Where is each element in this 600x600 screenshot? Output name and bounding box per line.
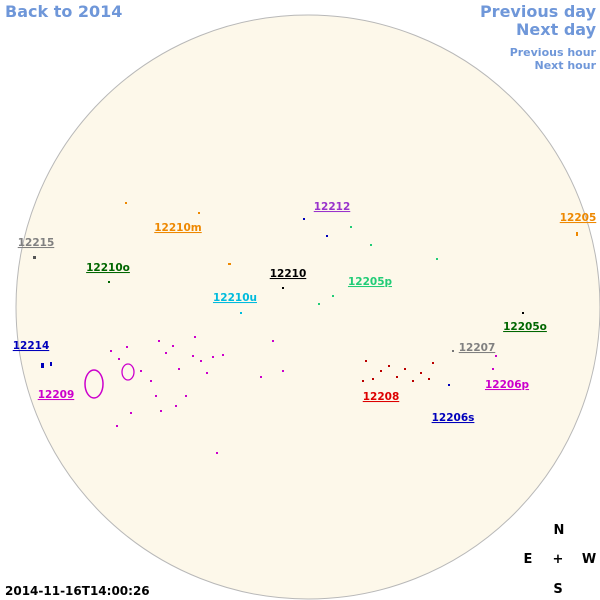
timestamp: 2014-11-16T14:00:26	[5, 584, 150, 598]
compass-west: W	[582, 552, 596, 567]
sunspot	[84, 369, 104, 399]
region-label: 12207	[459, 342, 496, 354]
region-label: 12206s	[432, 412, 475, 424]
next-day-link[interactable]: Next day	[516, 20, 597, 39]
region-label: 12205p	[348, 276, 393, 288]
region-label: 12205	[560, 212, 597, 224]
region-label: 12206p	[485, 379, 530, 391]
region-label: 12210	[270, 268, 307, 280]
solar-disk	[15, 14, 600, 600]
previous-hour-link[interactable]: Previous hour	[510, 46, 597, 59]
back-year-link[interactable]: Back to 2014	[5, 2, 122, 21]
region-label: 12208	[363, 391, 400, 403]
sunspot-group	[110, 336, 497, 454]
sunspot-group	[362, 360, 434, 382]
compass-center: +	[553, 552, 564, 567]
compass-east: E	[524, 552, 533, 567]
compass-south: S	[553, 582, 562, 597]
region-label: 12215	[18, 237, 55, 249]
region-label: 12210u	[213, 292, 257, 304]
region-label: 12212	[314, 201, 351, 213]
previous-day-link[interactable]: Previous day	[480, 2, 597, 21]
region-label: 12209	[38, 389, 75, 401]
sunspot	[121, 363, 135, 381]
sunspots	[33, 202, 578, 454]
region-label: 12205o	[503, 321, 547, 333]
compass-north: N	[554, 523, 565, 538]
region-label: 12210o	[86, 262, 130, 274]
region-label: 12210m	[154, 222, 202, 234]
region-label: 12214	[13, 340, 50, 352]
sunspot-group	[33, 202, 578, 386]
next-hour-link[interactable]: Next hour	[535, 59, 597, 72]
